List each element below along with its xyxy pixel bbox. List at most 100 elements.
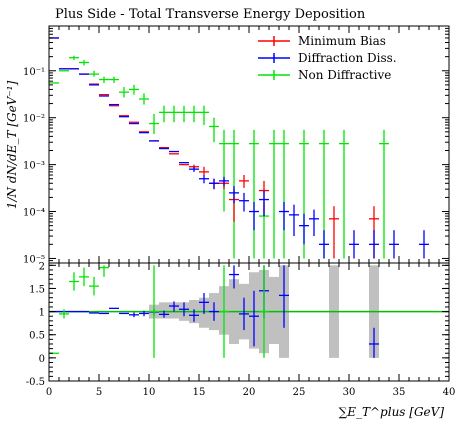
data-point <box>389 230 399 259</box>
data-point <box>309 209 319 237</box>
data-point <box>269 129 279 259</box>
data-point <box>159 105 169 123</box>
data-point <box>199 175 209 184</box>
data-point <box>129 84 139 95</box>
data-point <box>319 230 329 259</box>
main-y-tick-label: 10⁻¹ <box>23 67 45 78</box>
legend-item: Non Diffractive <box>258 68 391 82</box>
x-tick-label: 40 <box>443 387 456 398</box>
main-y-tick-label: 10⁻⁵ <box>23 254 45 265</box>
data-point <box>149 113 159 134</box>
ratio-y-tick-label: 2 <box>39 261 45 272</box>
main-y-tick-label: 10⁻³ <box>23 161 45 172</box>
x-tick-label: 25 <box>293 387 306 398</box>
ratio-point <box>99 265 109 277</box>
main-axis-ticks: 10⁻⁵ 10⁻⁴ 10⁻³ 10⁻² 10⁻¹ <box>23 25 449 265</box>
y-axis-label: 1/N dN/dE_T [GeV⁻¹] <box>5 81 19 210</box>
ratio-y-tick-label: -0.5 <box>26 377 45 388</box>
data-point <box>369 230 379 259</box>
data-point <box>299 213 309 245</box>
legend: Minimum Bias Diffraction Diss. Non Diffrac… <box>258 34 397 82</box>
data-point <box>339 129 349 259</box>
data-point <box>239 175 249 188</box>
ratio-point <box>149 265 159 358</box>
data-point <box>239 192 249 212</box>
data-point <box>219 176 229 187</box>
data-point <box>139 93 149 105</box>
ratio-point <box>239 297 249 331</box>
data-point <box>199 166 209 176</box>
x-tick-label: 0 <box>46 387 52 398</box>
legend-item: Minimum Bias <box>258 34 386 48</box>
ratio-point <box>189 309 199 322</box>
data-point <box>199 105 209 125</box>
ratio-y-tick-label: 1.5 <box>29 284 45 295</box>
ratio-point <box>249 290 259 347</box>
data-point <box>189 105 199 123</box>
x-tick-label: 20 <box>243 387 256 398</box>
ratio-point <box>369 327 379 358</box>
x-tick-label: 35 <box>393 387 406 398</box>
data-point <box>219 129 229 212</box>
data-point <box>99 76 109 83</box>
main-y-tick-label: 10⁻⁴ <box>23 208 45 219</box>
ratio-band-12 <box>269 276 279 344</box>
ratio-y-tick-label: 1 <box>39 308 45 319</box>
main-plot-area <box>49 37 429 259</box>
ratio-point <box>139 310 149 317</box>
data-point <box>229 186 239 204</box>
ratio-point <box>179 302 189 317</box>
ratio-point <box>79 267 89 287</box>
ratio-point <box>259 265 269 358</box>
legend-item: Diffraction Diss. <box>258 51 397 65</box>
ratio-plot-area <box>49 265 449 358</box>
data-point <box>109 76 119 83</box>
ratio-y-tick-label: 0.5 <box>29 331 45 342</box>
ratio-point <box>89 276 99 296</box>
series-non-diffractive <box>49 55 389 259</box>
data-point <box>89 70 99 77</box>
ratio-point <box>229 265 239 289</box>
x-tick-label: 30 <box>343 387 356 398</box>
ratio-point <box>169 301 179 312</box>
chart-title: Plus Side - Total Transverse Energy Depo… <box>55 7 366 22</box>
ratio-point <box>219 265 229 358</box>
x-axis-label: ∑E_T^plus [GeV] <box>339 405 445 419</box>
ratio-point <box>209 302 219 321</box>
data-point <box>289 204 299 237</box>
x-tick-label: 5 <box>96 387 102 398</box>
data-point <box>189 166 199 172</box>
x-tick-label: 15 <box>193 387 206 398</box>
legend-label: Diffraction Diss. <box>298 51 397 65</box>
ratio-point <box>279 265 289 328</box>
ratio-band-1 <box>159 302 169 319</box>
x-axis-ticks: 0 5 10 15 20 25 30 35 40 <box>46 26 456 398</box>
ratio-point <box>129 312 139 318</box>
ratio-point <box>199 293 209 314</box>
data-point <box>209 178 219 190</box>
data-point <box>119 87 129 98</box>
data-point <box>419 230 429 259</box>
ratio-axis-ticks: -0.5 0 0.5 1 1.5 2 <box>26 261 449 388</box>
data-point <box>349 230 359 259</box>
data-point <box>249 129 259 259</box>
ratio-point <box>69 272 79 291</box>
x-tick-label: 10 <box>143 387 156 398</box>
data-point <box>279 129 289 259</box>
data-point <box>249 201 259 231</box>
legend-label: Minimum Bias <box>298 34 386 48</box>
data-point <box>179 105 189 123</box>
data-point <box>79 59 89 66</box>
data-point <box>259 190 269 217</box>
main-y-tick-label: 10⁻² <box>23 114 45 125</box>
ratio-point <box>159 310 169 318</box>
series-diffraction-diss- <box>49 37 429 259</box>
ratio-series-non-diffractive <box>49 265 269 358</box>
ratio-y-tick-label: 0 <box>39 354 45 365</box>
data-point <box>279 201 289 231</box>
data-point <box>169 105 179 123</box>
legend-label: Non Diffractive <box>298 68 391 82</box>
data-point <box>329 206 339 259</box>
data-point <box>69 55 79 60</box>
